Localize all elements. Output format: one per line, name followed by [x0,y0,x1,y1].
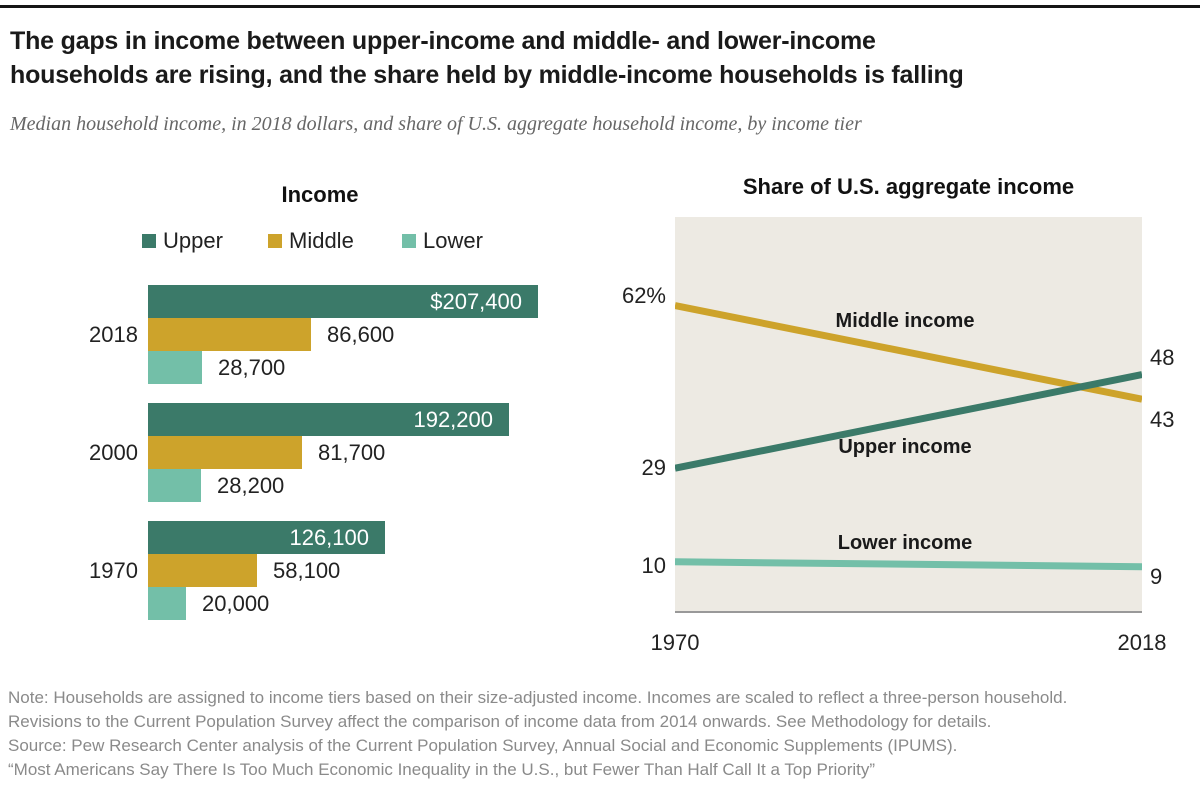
bar-chart-title: Income [281,182,359,207]
end-value-upper-income: 48 [1150,344,1175,370]
middle-swatch-icon [268,234,282,248]
legend-label-upper: Upper [163,228,223,253]
source-line: Source: Pew Research Center analysis of … [8,736,958,755]
bar-1970-upper: 126,100 [148,521,385,554]
start-value-lower-income: 10 [641,552,666,578]
series-label-middle-income: Middle income [835,310,975,332]
start-value-upper-income: 29 [641,455,666,481]
upper-swatch-icon [142,234,156,248]
bar-value-1970-lower: 20,000 [202,591,270,616]
bar-2018-middle [148,318,311,351]
page-subtitle: Median household income, in 2018 dollars… [10,113,862,135]
line-upper-income [674,371,1143,472]
bar-2018-lower [148,351,202,384]
bar-1970-middle [148,554,257,587]
bar-2000-middle [148,436,302,469]
line-lower-income [674,558,1143,571]
end-value-lower-income: 9 [1150,563,1163,589]
bar-value-2000-lower: 28,200 [217,473,285,498]
bar-2018-upper: $207,400 [148,285,538,318]
x-tick-2018: 2018 [1117,630,1167,655]
bar-value-2000-middle: 81,700 [318,440,386,465]
legend-item-upper: Upper [142,228,223,253]
start-value-middle-income: 62% [621,282,666,308]
x-tick-1970: 1970 [650,630,700,655]
page-title-line1: The gaps in income between upper-income … [10,27,876,55]
line-chart-svg [674,302,1143,571]
note-line: Note: Households are assigned to income … [8,688,1068,707]
note-line: Revisions to the Current Population Surv… [8,712,992,731]
legend-item-lower: Lower [402,228,483,253]
bar-2000-lower [148,469,201,502]
category-label-2018: 2018 [89,322,138,347]
page-title: The gaps in income between upper-income … [10,24,1190,92]
category-label-1970: 1970 [89,558,138,583]
bar-value-2018-lower: 28,700 [218,355,286,380]
series-label-lower-income: Lower income [837,532,973,554]
category-label-2000: 2000 [89,440,138,465]
legend-label-middle: Middle [289,228,354,253]
legend-label-lower: Lower [423,228,483,253]
end-value-middle-income: 43 [1150,407,1175,433]
line-middle-income [674,302,1143,403]
report-title-line: “Most Americans Say There Is Too Much Ec… [8,760,876,779]
page-title-line2: households are rising, and the share hel… [10,61,964,89]
line-chart-plot-area [674,217,1143,613]
bar-2000-upper: 192,200 [148,403,509,436]
legend-item-middle: Middle [268,228,354,253]
bar-value-2018-middle: 86,600 [327,322,395,347]
top-rule [0,5,1200,8]
footnotes: Note: Households are assigned to income … [8,686,1198,782]
line-chart-title: Share of U.S. aggregate income [742,174,1075,199]
bar-value-1970-middle: 58,100 [273,558,341,583]
series-label-upper-income: Upper income [838,436,972,458]
lower-swatch-icon [402,234,416,248]
bar-1970-lower [148,587,186,620]
